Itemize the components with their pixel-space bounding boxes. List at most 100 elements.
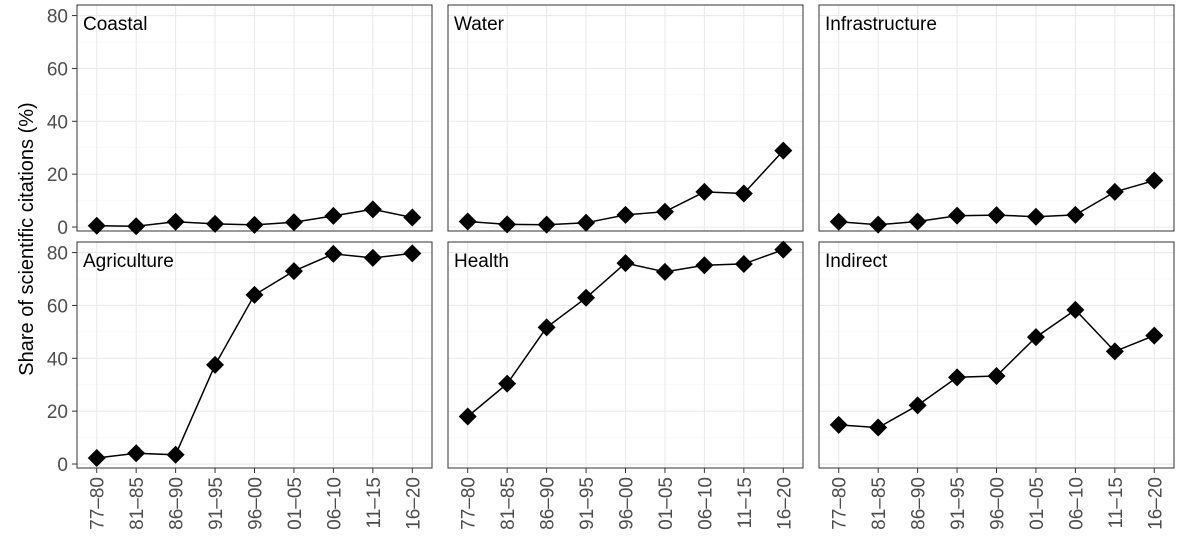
panel-water: Water [447,4,804,234]
data-point [987,367,1006,386]
panel-border [818,4,1175,232]
data-point [577,213,596,232]
data-point [869,418,888,437]
x-tick-label: 91–95 [577,477,598,530]
x-tick-label: 77–80 [459,477,480,530]
panel-indirect: Indirect 77–80 81–85 86–90 91–95 96–00 01–05 06… [818,241,1175,530]
data-point [403,244,422,263]
x-tick-label: 01–05 [656,477,677,530]
data-point [908,212,927,231]
data-point [166,445,185,464]
x-tick-label: 86–90 [167,477,188,530]
data-point [774,141,793,160]
x-tick-label: 16–20 [1145,477,1166,530]
data-point [734,254,753,273]
y-tick-label: 40 [47,112,68,133]
x-tick-label: 77–80 [88,477,109,530]
x-tick-label: 06–10 [695,477,716,530]
data-point [869,215,888,234]
data-point [577,288,596,307]
data-point [363,200,382,219]
data-point [734,184,753,203]
x-tick-label: 01–05 [1027,477,1048,530]
panel-title: Coastal [83,14,147,35]
x-tick-label: 11–15 [364,477,385,528]
data-point [498,215,517,234]
x-tick-label: 81–85 [498,477,519,530]
y-tick-label: 60 [47,296,68,317]
data-point [695,182,714,201]
data-point [1026,207,1045,226]
y-tick-label: 0 [57,455,68,476]
x-tick-label: 91–95 [948,477,969,530]
x-tick-label: 96–00 [617,477,638,530]
data-point [206,214,225,233]
data-point [245,215,264,234]
panel-title: Health [454,251,509,272]
data-point [987,206,1006,225]
panel-coastal: Coastal 0 20 40 60 80 [47,4,433,239]
data-point [206,355,225,374]
x-tick-label: 81–85 [869,477,890,530]
panels: Coastal 0 20 40 60 80 Water Infrastructure Agric… [47,4,1175,530]
y-tick-label: 20 [47,165,68,186]
data-point [616,254,635,273]
data-point [87,448,106,467]
data-point [829,212,848,231]
data-point [324,206,343,225]
y-tick-label: 20 [47,402,68,423]
panel-agriculture: Agriculture 0 20 40 60 80 77–80 81–85 86–90 91–95… [47,241,433,530]
x-tick-label: 91–95 [206,477,227,530]
data-point [284,213,303,232]
data-point [458,407,477,426]
y-tick-label: 40 [47,349,68,370]
y-tick-label: 0 [57,218,68,239]
data-point [537,215,556,234]
data-point [458,212,477,231]
data-point [829,415,848,434]
x-tick-label: 96–00 [246,477,267,530]
data-point [655,262,674,281]
x-tick-label: 16–20 [774,477,795,530]
x-tick-label: 86–90 [909,477,930,530]
y-tick-label: 60 [47,59,68,80]
x-tick-label: 77–80 [830,477,851,530]
x-tick-label: 81–85 [127,477,148,530]
data-point [403,208,422,227]
data-point [127,444,146,463]
panel-title: Water [454,14,505,35]
data-point [498,374,517,393]
data-point [948,206,967,225]
data-point [1066,205,1085,224]
data-point [1026,328,1045,347]
x-tick-label: 01–05 [285,477,306,530]
panel-title: Infrastructure [825,14,937,35]
data-point [695,256,714,275]
y-tick-label: 80 [47,244,68,265]
x-tick-label: 96–00 [988,477,1009,530]
data-point [1066,300,1085,319]
data-point [655,202,674,221]
x-tick-label: 16–20 [403,477,424,530]
x-tick-label: 11–15 [1106,477,1127,528]
data-point [324,244,343,263]
panel-title: Agriculture [83,251,174,272]
x-tick-label: 86–90 [538,477,559,530]
data-point [616,205,635,224]
x-tick-label: 06–10 [324,477,345,530]
data-point [166,212,185,231]
data-point [284,262,303,281]
data-point [537,318,556,337]
data-point [127,217,146,236]
panel-border [447,4,804,232]
y-tick-label: 80 [47,7,68,28]
data-point [948,368,967,387]
panel-health: Health 77–80 81–85 86–90 91–95 96–00 01–05 06–1… [447,240,804,530]
data-point [363,248,382,267]
data-point [245,285,264,304]
data-point [1105,342,1124,361]
data-point [1145,171,1164,190]
data-point [1105,182,1124,201]
data-point [1145,326,1164,345]
x-tick-label: 11–15 [735,477,756,528]
